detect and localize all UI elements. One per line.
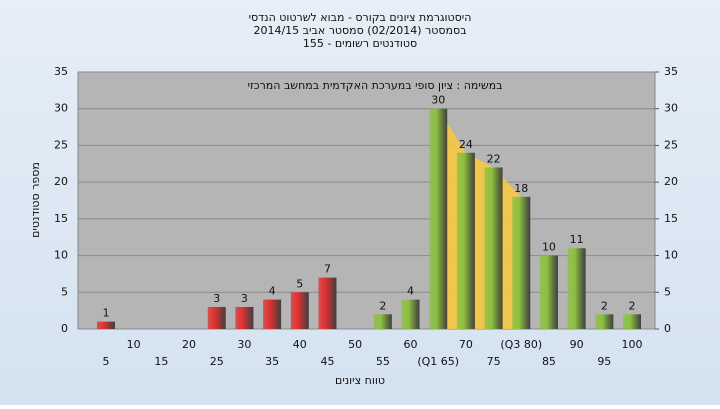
- bar: [97, 321, 115, 329]
- x-tick-label: 95: [597, 355, 611, 368]
- data-label: 5: [296, 277, 303, 290]
- y-tick-label: 15: [54, 212, 68, 225]
- data-label: 24: [459, 138, 473, 151]
- y2-tick-label: 15: [664, 212, 678, 225]
- chart-title: היסטוגרמת ציונים בקורס - מבוא לשרטוט הנד…: [249, 11, 472, 24]
- data-label: 30: [431, 94, 445, 107]
- x-tick-label: 100: [622, 338, 643, 351]
- x-tick-label: 55: [376, 355, 390, 368]
- x-tick-label: 85: [542, 355, 556, 368]
- subtitle: סטודנטים רשומים - 155: [303, 37, 417, 50]
- x-tick-label: 90: [570, 338, 584, 351]
- x-tick-label: 70: [459, 338, 473, 351]
- data-label: 1: [103, 307, 110, 320]
- x-tick-label: 10: [127, 338, 141, 351]
- data-label: 2: [379, 299, 386, 312]
- data-label: 11: [570, 233, 584, 246]
- y2-tick-label: 10: [664, 249, 678, 262]
- bar: [429, 108, 448, 329]
- x-tick-label: 5: [103, 355, 110, 368]
- x-tick-label: 25: [210, 355, 224, 368]
- bar: [318, 277, 337, 329]
- data-label: 10: [542, 241, 556, 254]
- bar: [290, 292, 309, 329]
- y2-tick-label: 20: [664, 175, 678, 188]
- subtitle: בסמסטר (02/2014) סמסטר אביב 2014/15: [253, 24, 466, 37]
- data-label: 4: [407, 285, 414, 298]
- y-tick-label: 5: [61, 285, 68, 298]
- y-tick-label: 10: [54, 249, 68, 262]
- y-axis-label: מספר סטודנטים: [29, 162, 42, 238]
- y2-tick-label: 35: [664, 65, 678, 78]
- y-tick-label: 20: [54, 175, 68, 188]
- y-tick-label: 25: [54, 138, 68, 151]
- x-tick-label: 60: [404, 338, 418, 351]
- data-label: 2: [629, 299, 636, 312]
- bar: [623, 314, 641, 329]
- y2-tick-label: 5: [664, 285, 671, 298]
- bar: [512, 196, 531, 329]
- bar: [207, 306, 226, 329]
- x-tick-label: 40: [293, 338, 307, 351]
- bar: [401, 299, 420, 329]
- annotation: במשימה : ציון סופי במערכת האקדמית במחשב …: [248, 79, 503, 92]
- x-axis-label: טווח ציונים: [335, 374, 385, 387]
- x-tick-label: (Q3 80): [500, 338, 542, 351]
- bar: [235, 306, 254, 329]
- bar: [263, 299, 282, 329]
- bar: [456, 152, 475, 329]
- plot-area: [77, 71, 656, 330]
- x-tick-label: 35: [265, 355, 279, 368]
- y2-tick-label: 30: [664, 102, 678, 115]
- data-label: 2: [601, 299, 608, 312]
- y-tick-label: 35: [54, 65, 68, 78]
- y-tick-label: 0: [61, 322, 68, 335]
- x-tick-label: 15: [154, 355, 168, 368]
- x-tick-label: 30: [237, 338, 251, 351]
- bar: [484, 167, 503, 329]
- x-tick-label: 20: [182, 338, 196, 351]
- bar: [539, 255, 558, 329]
- x-tick-label: 45: [320, 355, 334, 368]
- y-tick-label: 30: [54, 102, 68, 115]
- x-tick-label: 50: [348, 338, 362, 351]
- data-label: 7: [324, 263, 331, 276]
- x-tick-label: (Q1 65): [417, 355, 459, 368]
- y2-tick-label: 25: [664, 138, 678, 151]
- data-label: 4: [269, 285, 276, 298]
- bar: [373, 314, 392, 329]
- x-tick-label: 75: [487, 355, 501, 368]
- data-label: 3: [213, 292, 220, 305]
- data-label: 3: [241, 292, 248, 305]
- data-label: 18: [514, 182, 528, 195]
- bar: [567, 248, 586, 329]
- bar: [595, 314, 614, 329]
- y2-tick-label: 0: [664, 322, 671, 335]
- data-label: 22: [487, 152, 501, 165]
